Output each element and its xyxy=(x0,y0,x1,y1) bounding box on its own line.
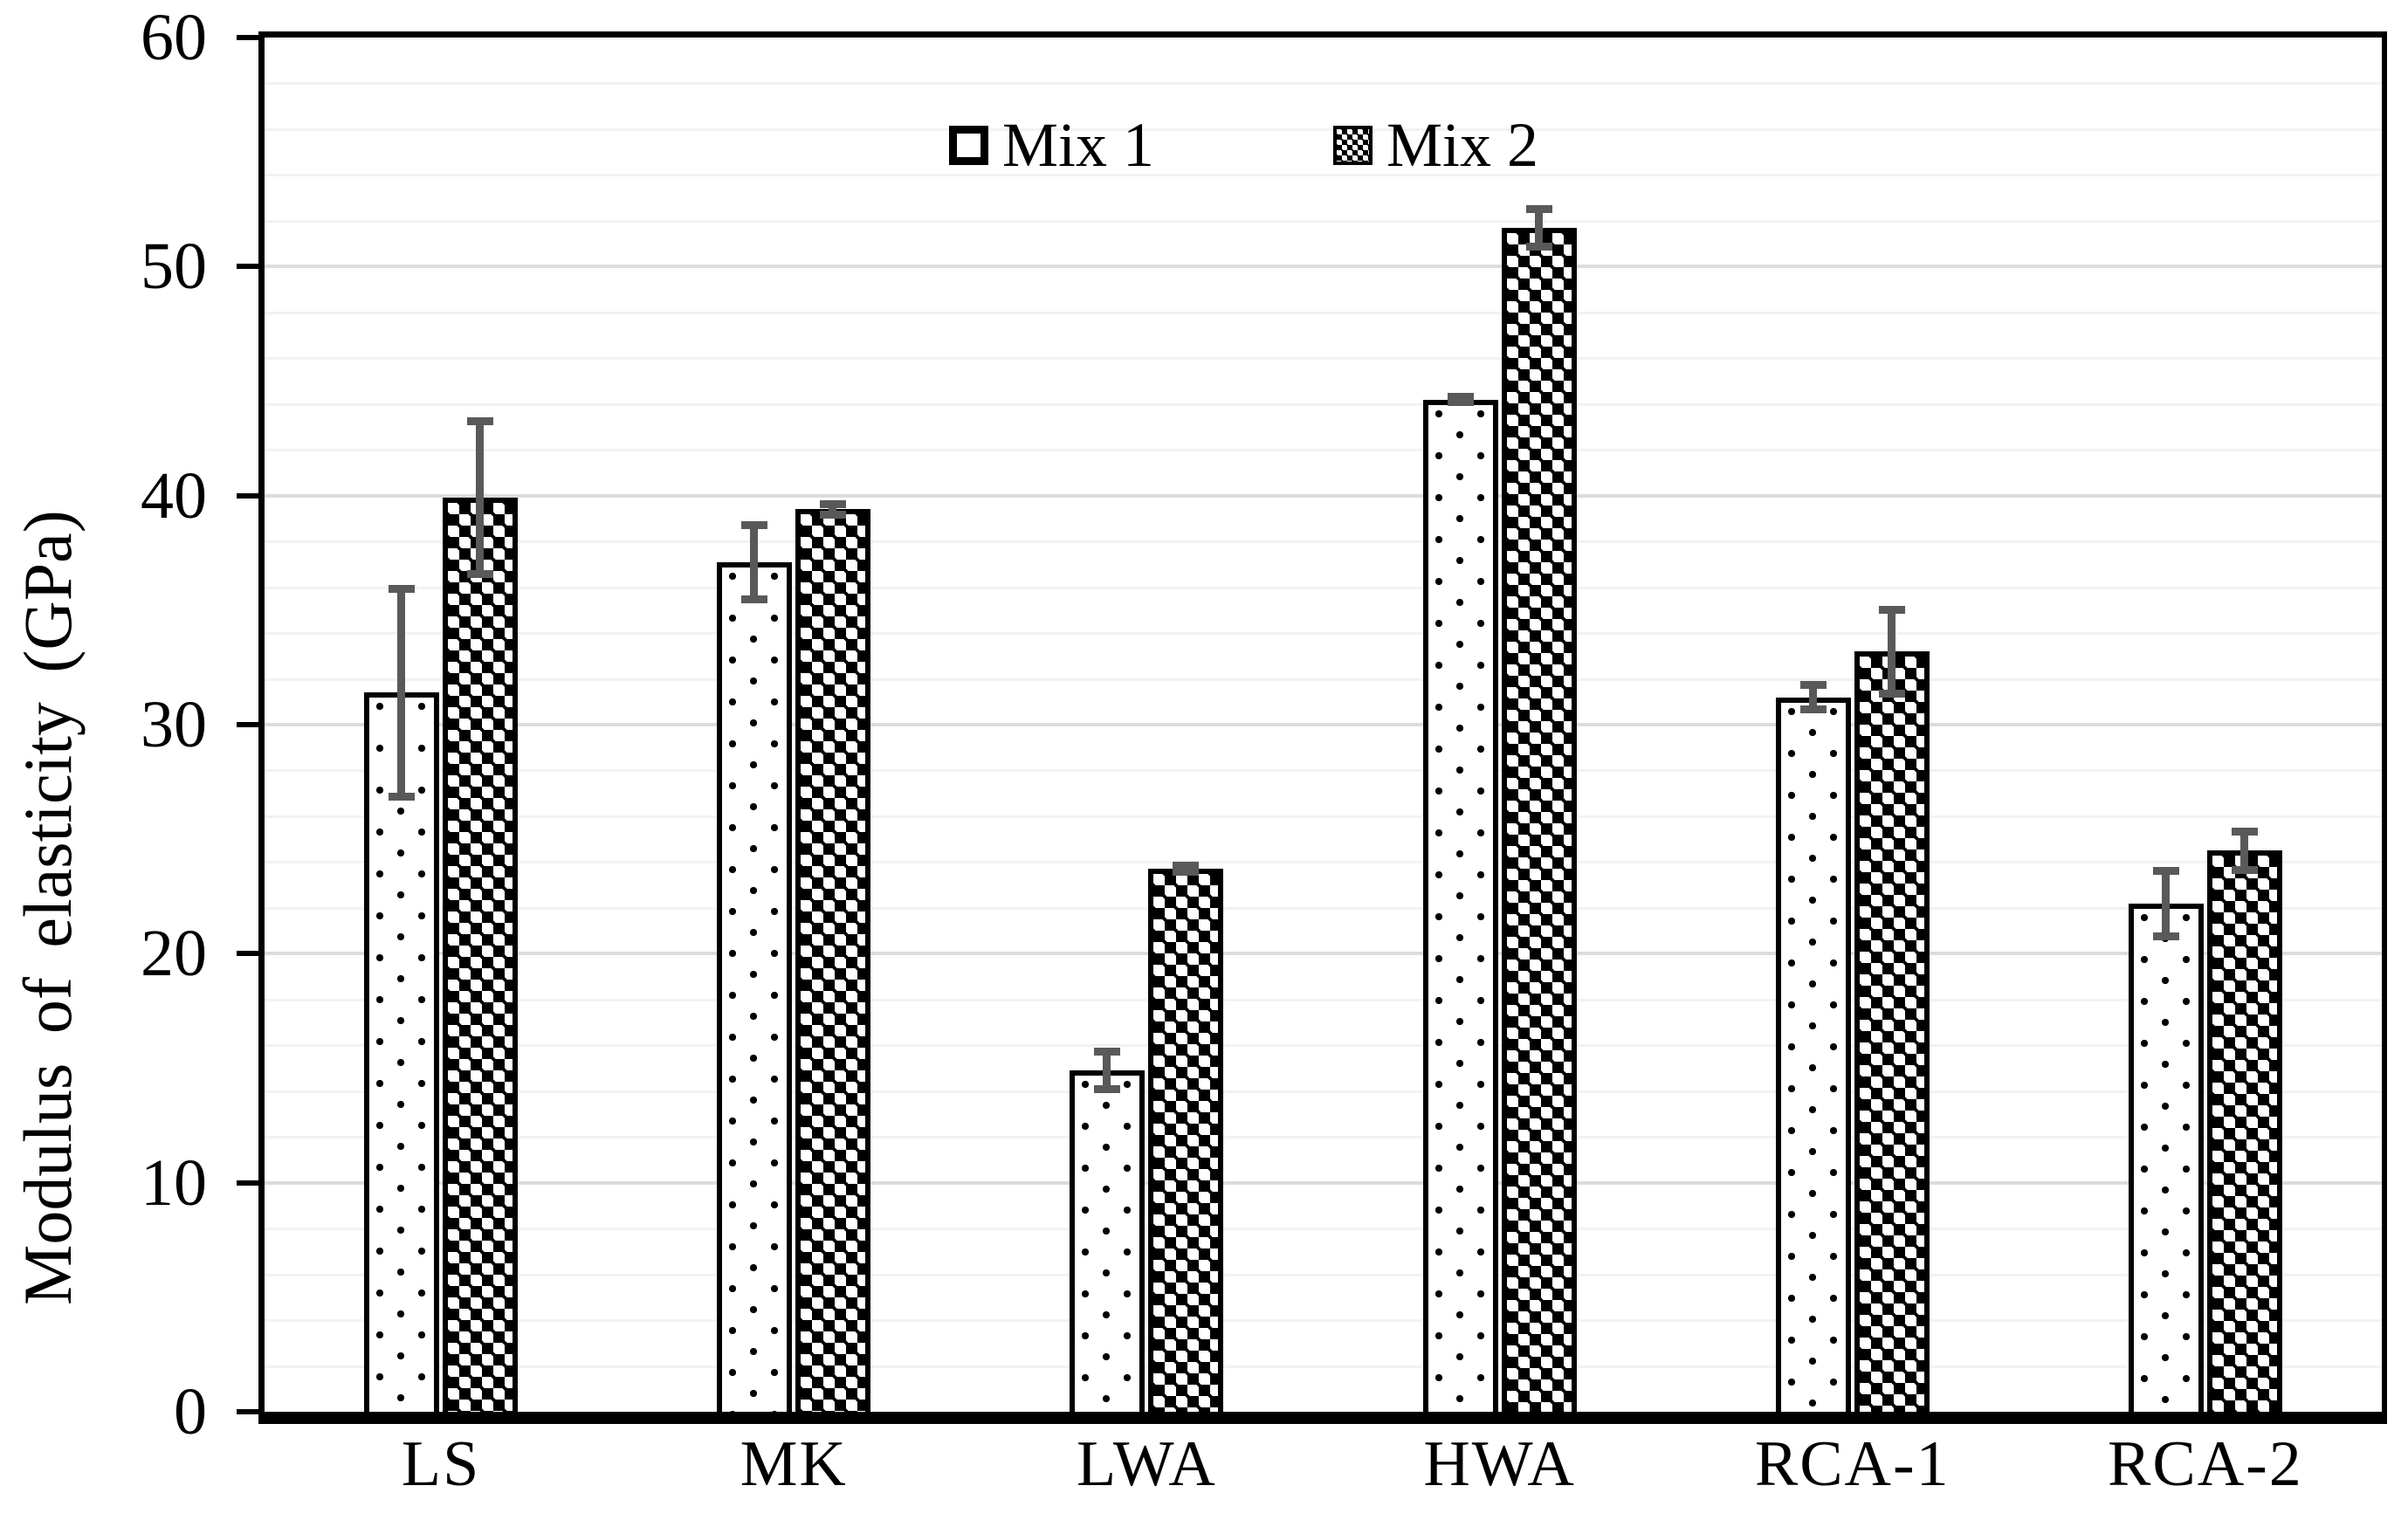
minor-gridline-56 xyxy=(265,127,2382,131)
minor-gridline-18 xyxy=(265,998,2382,1001)
error-bar-line xyxy=(1887,605,1895,698)
legend-marker-checker-icon xyxy=(1333,125,1373,165)
error-bar-HWA-mix2 xyxy=(1525,204,1552,251)
y-tick-50 xyxy=(237,264,259,270)
legend-marker-dots-icon xyxy=(949,125,988,165)
major-gridline-50 xyxy=(265,265,2382,269)
bar-HWA-mix1 xyxy=(1422,399,1498,1412)
bar-HWA-mix2 xyxy=(1501,227,1577,1412)
bar-RCA-2-mix1 xyxy=(2128,903,2204,1412)
y-tick-label-10: 10 xyxy=(141,1145,207,1220)
x-tick-label-RCA-1: RCA-1 xyxy=(1754,1428,1950,1500)
error-bar-line xyxy=(2239,828,2248,874)
x-tick-label-HWA: HWA xyxy=(1423,1428,1576,1500)
y-tick-30 xyxy=(237,722,259,727)
x-tick-label-MK: MK xyxy=(740,1428,848,1500)
minor-gridline-46 xyxy=(265,357,2382,361)
bar-LS-mix1 xyxy=(364,692,440,1412)
legend-label: Mix 1 xyxy=(1002,110,1155,180)
major-gridline-10 xyxy=(265,1180,2382,1185)
minor-gridline-48 xyxy=(265,311,2382,314)
y-tick-label-40: 40 xyxy=(141,458,207,533)
error-bar-line xyxy=(1455,392,1464,407)
legend: Mix 1 Mix 2 xyxy=(949,110,1538,180)
error-bar-RCA-1-mix2 xyxy=(1878,605,1905,698)
error-bar-line xyxy=(476,417,485,579)
y-tick-20 xyxy=(237,951,259,957)
y-tick-0 xyxy=(237,1409,259,1414)
minor-gridline-36 xyxy=(265,586,2382,589)
minor-gridline-16 xyxy=(265,1044,2382,1048)
x-tick-label-RCA-2: RCA-2 xyxy=(2108,1428,2303,1500)
minor-gridline-32 xyxy=(265,678,2382,681)
minor-gridline-8 xyxy=(265,1228,2382,1231)
y-tick-label-30: 30 xyxy=(141,688,207,761)
minor-gridline-4 xyxy=(265,1319,2382,1323)
minor-gridline-34 xyxy=(265,632,2382,636)
plot-area xyxy=(265,38,2382,1412)
major-gridline-30 xyxy=(265,723,2382,726)
minor-gridline-2 xyxy=(265,1365,2382,1368)
legend-label: Mix 2 xyxy=(1386,110,1539,180)
minor-gridline-42 xyxy=(265,449,2382,452)
error-bar-line xyxy=(397,584,406,801)
y-tick-10 xyxy=(237,1180,259,1186)
error-bar-LS-mix2 xyxy=(467,417,494,579)
error-bar-line xyxy=(2161,866,2170,940)
error-bar-LS-mix1 xyxy=(389,584,416,801)
minor-gridline-44 xyxy=(265,402,2382,406)
minor-gridline-58 xyxy=(265,82,2382,86)
x-tick-label-LS: LS xyxy=(401,1428,481,1500)
error-bar-RCA-2-mix1 xyxy=(2152,866,2179,940)
major-gridline-40 xyxy=(265,493,2382,498)
minor-gridline-22 xyxy=(265,906,2382,910)
legend-item-mix2: Mix 2 xyxy=(1333,110,1538,180)
bar-MK-mix1 xyxy=(717,561,793,1412)
minor-gridline-28 xyxy=(265,769,2382,773)
error-bar-RCA-1-mix1 xyxy=(1799,681,1827,713)
plot-area-border xyxy=(258,31,2387,1424)
y-tick-label-20: 20 xyxy=(141,917,207,991)
bar-LS-mix2 xyxy=(443,498,519,1412)
y-tick-40 xyxy=(237,492,259,499)
minor-gridline-12 xyxy=(265,1136,2382,1139)
error-bar-RCA-2-mix2 xyxy=(2231,828,2258,874)
error-bar-LWA-mix1 xyxy=(1094,1047,1121,1094)
minor-gridline-6 xyxy=(265,1273,2382,1276)
x-tick-label-LWA: LWA xyxy=(1077,1428,1217,1500)
error-bar-MK-mix2 xyxy=(820,499,847,519)
y-tick-label-50: 50 xyxy=(141,230,207,304)
error-bar-MK-mix1 xyxy=(741,520,768,603)
error-bar-line xyxy=(1103,1047,1111,1094)
bar-RCA-1-mix1 xyxy=(1775,697,1851,1412)
minor-gridline-54 xyxy=(265,174,2382,177)
bar-RCA-2-mix2 xyxy=(2206,850,2282,1412)
legend-item-mix1: Mix 1 xyxy=(949,110,1154,180)
error-bar-line xyxy=(1808,681,1817,713)
error-bar-line xyxy=(750,520,759,603)
minor-gridline-14 xyxy=(265,1090,2382,1093)
y-tick-label-60: 60 xyxy=(141,1,207,74)
minor-gridline-24 xyxy=(265,861,2382,864)
error-bar-LWA-mix2 xyxy=(1173,862,1200,877)
bar-RCA-1-mix2 xyxy=(1854,651,1930,1412)
major-gridline-20 xyxy=(265,952,2382,956)
error-bar-line xyxy=(1181,862,1190,877)
bar-LWA-mix2 xyxy=(1148,869,1224,1412)
bar-LWA-mix1 xyxy=(1070,1070,1146,1412)
error-bar-line xyxy=(829,499,837,519)
minor-gridline-52 xyxy=(265,219,2382,223)
minor-gridline-26 xyxy=(265,815,2382,818)
y-tick-label-0: 0 xyxy=(174,1375,207,1448)
error-bar-line xyxy=(1534,204,1543,251)
minor-gridline-38 xyxy=(265,540,2382,544)
bar-MK-mix2 xyxy=(795,509,871,1412)
error-bar-HWA-mix1 xyxy=(1447,392,1474,407)
y-tick-60 xyxy=(237,35,259,40)
